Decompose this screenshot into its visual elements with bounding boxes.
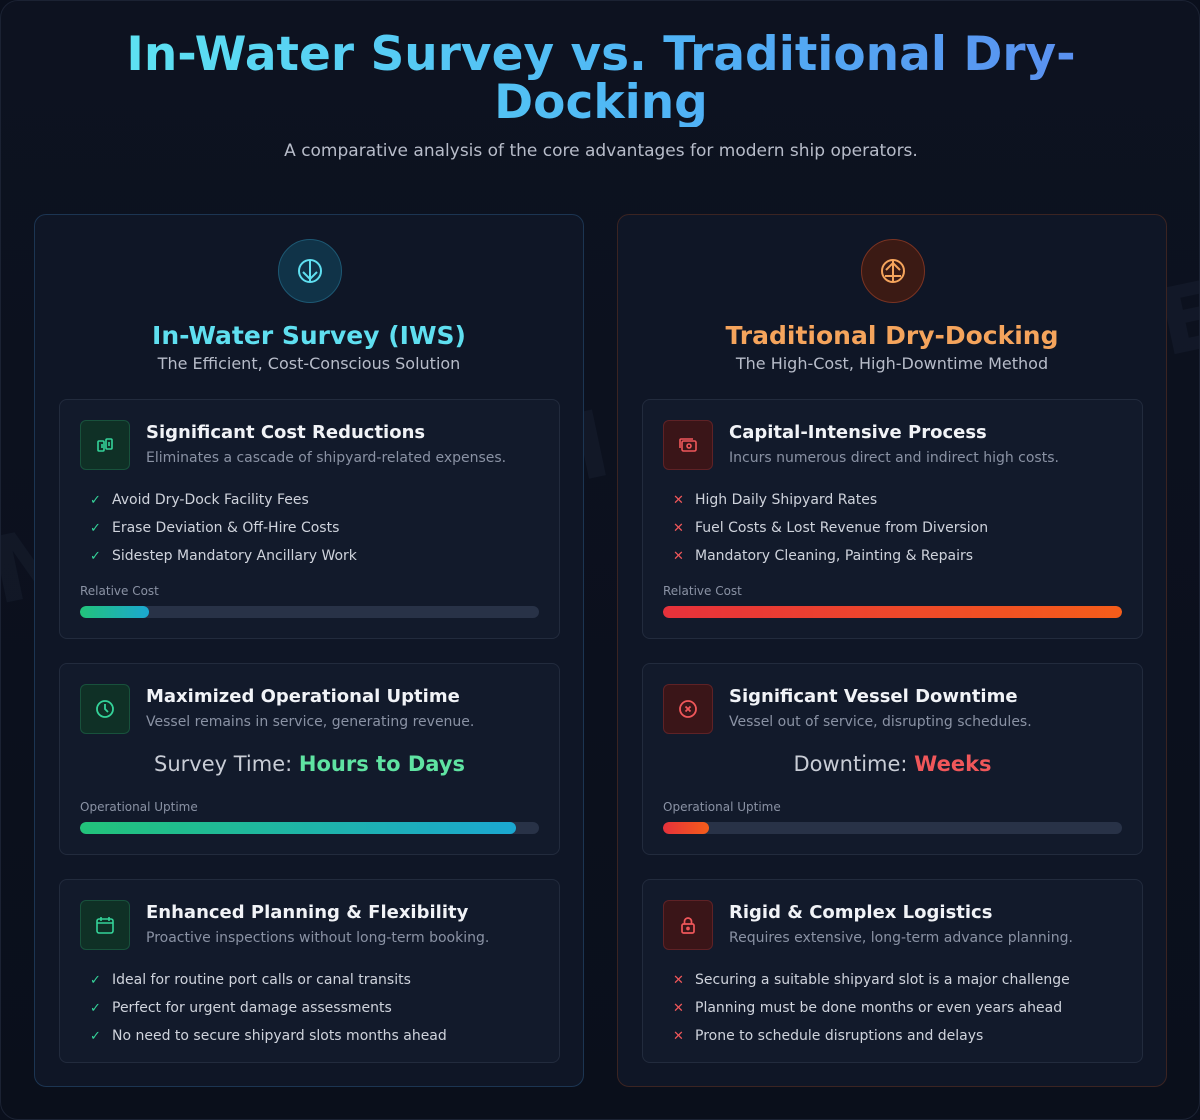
compass-icon [278,239,342,303]
cross-icon: ✕ [673,548,684,564]
list-item: ✕ High Daily Shipyard Rates [673,492,878,508]
iws-uptime-card: Maximized Operational Uptime Vessel rema… [59,663,560,855]
iws-title: In-Water Survey (IWS) [152,321,466,350]
drydock-downtime-card: Significant Vessel Downtime Vessel out o… [642,663,1143,855]
cost-bar-fill [80,606,149,618]
iws-planning-card: Enhanced Planning & Flexibility Proactiv… [59,879,560,1063]
card-description: Vessel remains in service, generating re… [146,714,475,730]
bar-label: Operational Uptime [80,800,198,814]
lock-icon [663,900,713,950]
cross-icon: ✕ [673,520,684,536]
drydock-subtitle: The High-Cost, High-Downtime Method [735,354,1049,373]
cost-bar [80,606,539,618]
check-icon: ✓ [90,972,101,988]
check-icon: ✓ [90,1028,101,1044]
card-title: Significant Cost Reductions [146,422,426,443]
list-item: ✓ Sidestep Mandatory Ancillary Work [90,548,357,564]
page-title: In-Water Survey vs. Traditional Dry-Dock… [101,31,1101,127]
card-title: Rigid & Complex Logistics [729,902,993,923]
calendar-icon [80,900,130,950]
cash-icon [663,420,713,470]
iws-subtitle: The Efficient, Cost-Conscious Solution [157,354,461,373]
card-title: Enhanced Planning & Flexibility [146,902,469,923]
drawback-list: ✕ High Daily Shipyard Rates ✕ Fuel Costs &… [673,486,988,570]
drydock-cost-card: Capital-Intensive Process Incurs numerou… [642,399,1143,639]
list-item: ✕ Securing a suitable shipyard slot is a … [673,972,1070,988]
benefit-list: ✓ Avoid Dry-Dock Facility Fees ✓ Erase Dev… [90,486,357,570]
iws-cost-card: Significant Cost Reductions Eliminates a… [59,399,560,639]
downtime-metric: Downtime: Weeks [793,752,992,776]
list-item: ✕ Planning must be done months or even ye… [673,1000,1063,1016]
card-title: Significant Vessel Downtime [729,686,1018,707]
list-item: ✓ Perfect for urgent damage assessments [90,1000,392,1016]
list-item: ✓ Erase Deviation & Off-Hire Costs [90,520,340,536]
bar-label: Relative Cost [80,584,159,598]
cross-icon: ✕ [673,1028,684,1044]
list-item: ✕ Fuel Costs & Lost Revenue from Diversio… [673,520,989,536]
check-icon: ✓ [90,1000,101,1016]
benefit-list: ✓ Ideal for routine port calls or canal t… [90,966,447,1050]
anchor-dock-icon [861,239,925,303]
uptime-bar-fill [663,822,709,834]
list-item: ✕ Mandatory Cleaning, Painting & Repairs [673,548,974,564]
money-transfer-icon [80,420,130,470]
card-description: Proactive inspections without long-term … [146,930,490,946]
check-icon: ✓ [90,520,101,536]
card-description: Requires extensive, long-term advance pl… [729,930,1073,946]
card-description: Vessel out of service, disrupting schedu… [729,714,1032,730]
cost-bar [663,606,1122,618]
drawback-list: ✕ Securing a suitable shipyard slot is a … [673,966,1070,1050]
page-subtitle: A comparative analysis of the core advan… [284,141,918,161]
uptime-bar [663,822,1122,834]
stop-circle-icon [663,684,713,734]
list-item: ✕ Prone to schedule disruptions and delay… [673,1028,984,1044]
card-description: Incurs numerous direct and indirect high… [729,450,1059,466]
list-item: ✓ No need to secure shipyard slots months… [90,1028,447,1044]
iws-panel: In-Water Survey (IWS) The Efficient, Cos… [34,214,584,1087]
cross-icon: ✕ [673,972,684,988]
uptime-bar-fill [80,822,517,834]
drydock-panel: Traditional Dry-Docking The High-Cost, H… [617,214,1167,1087]
bar-label: Relative Cost [663,584,742,598]
cross-icon: ✕ [673,1000,684,1016]
check-icon: ✓ [90,548,101,564]
list-item: ✓ Ideal for routine port calls or canal t… [90,972,411,988]
card-title: Capital-Intensive Process [729,422,987,443]
cross-icon: ✕ [673,492,684,508]
check-icon: ✓ [90,492,101,508]
list-item: ✓ Avoid Dry-Dock Facility Fees [90,492,309,508]
uptime-bar [80,822,539,834]
cost-bar-fill [663,606,1122,618]
bar-label: Operational Uptime [663,800,781,814]
clock-icon [80,684,130,734]
survey-time-metric: Survey Time: Hours to Days [154,752,465,776]
card-description: Eliminates a cascade of shipyard-related… [146,450,507,466]
drydock-logistics-card: Rigid & Complex Logistics Requires exten… [642,879,1143,1063]
card-title: Maximized Operational Uptime [146,686,460,707]
drydock-title: Traditional Dry-Docking [725,321,1059,350]
